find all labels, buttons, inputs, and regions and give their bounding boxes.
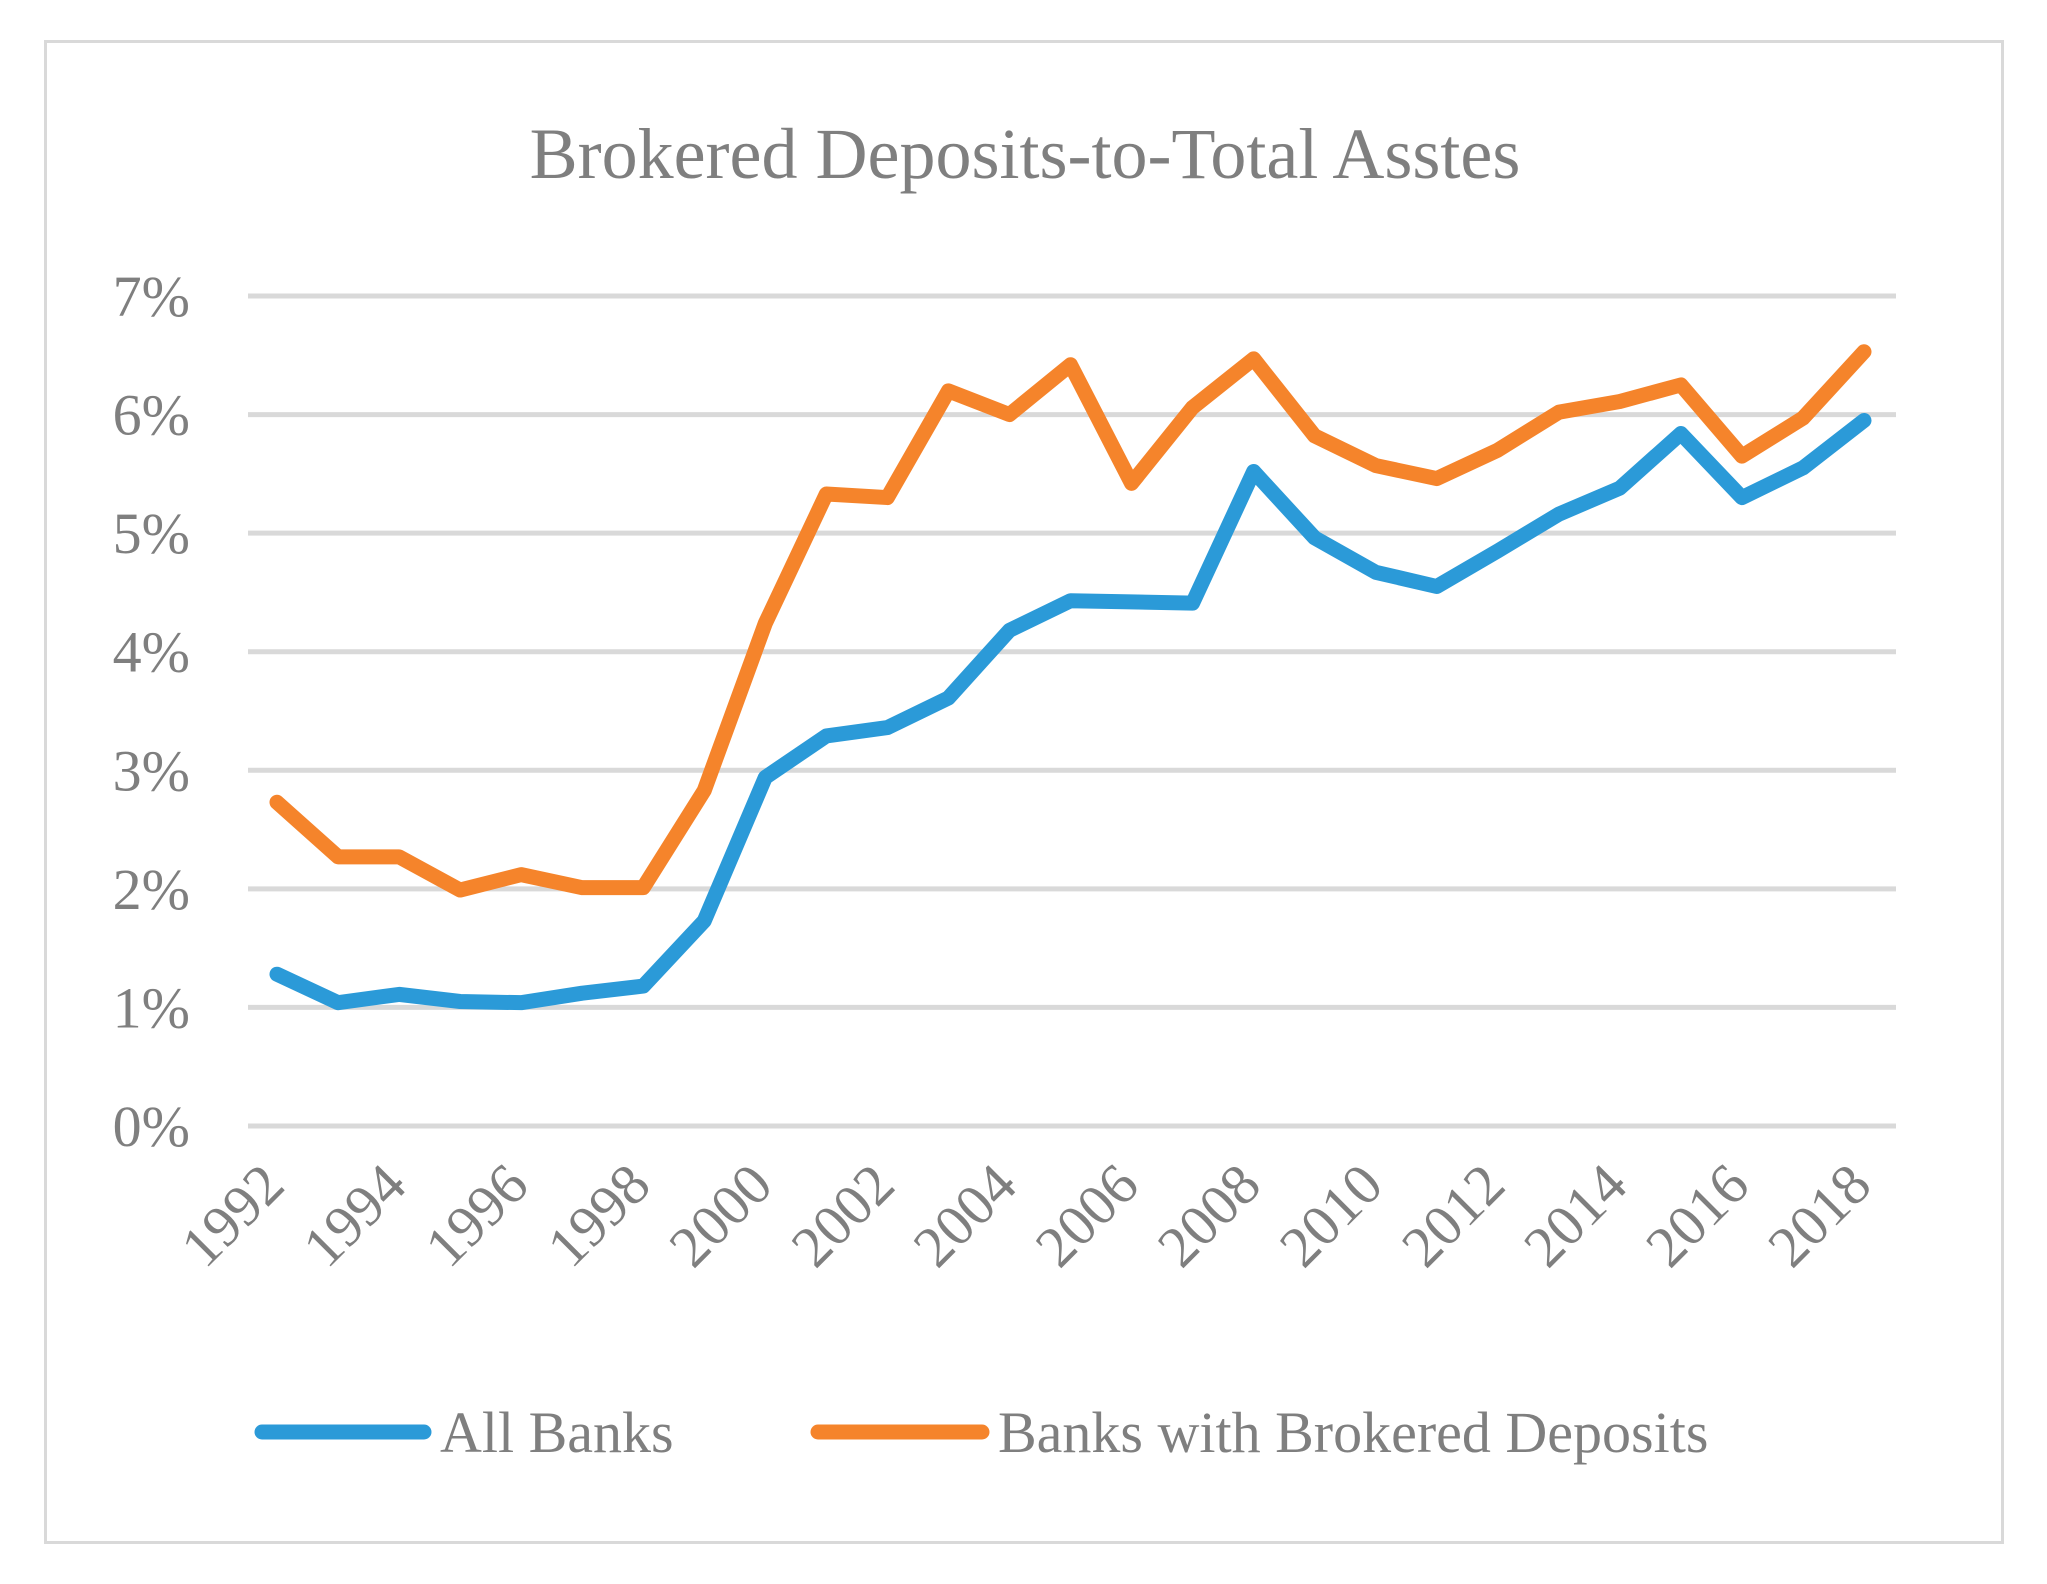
x-tick-label: 1996 — [412, 1151, 540, 1279]
legend-label-banks-with-brokered-deposits: Banks with Brokered Deposits — [998, 1400, 1708, 1465]
series-lines — [269, 344, 1872, 1011]
y-tick-label: 7% — [113, 264, 190, 329]
chart-frame — [44, 40, 2004, 1544]
y-axis-ticks: 0% 1% 2% 3% 4% 5% 6% 7% — [113, 264, 190, 1159]
x-tick-label: 1992 — [168, 1151, 296, 1279]
x-tick-label: 2018 — [1755, 1151, 1883, 1279]
x-tick-label: 2014 — [1511, 1151, 1639, 1279]
x-tick-label: 2012 — [1389, 1151, 1517, 1279]
chart-title: Brokered Deposits-to-Total Asstes — [530, 114, 1521, 194]
legend: All Banks Banks with Brokered Deposits — [254, 1400, 1708, 1465]
y-tick-label: 4% — [113, 620, 190, 685]
y-tick-label: 1% — [113, 975, 190, 1040]
y-tick-label: 5% — [113, 501, 190, 566]
legend-label-all-banks: All Banks — [440, 1400, 674, 1465]
x-tick-label: 2002 — [779, 1151, 907, 1279]
y-tick-label: 0% — [113, 1094, 190, 1159]
x-tick-label: 1994 — [290, 1151, 418, 1279]
x-tick-label: 1998 — [534, 1151, 662, 1279]
x-tick-label: 2010 — [1267, 1151, 1395, 1279]
x-tick-label: 2006 — [1023, 1151, 1151, 1279]
x-axis-ticks: 1992199419961998200020022004200620082010… — [168, 1151, 1883, 1279]
series-line-all-banks — [269, 413, 1872, 1011]
series-line-banks-with-brokered-deposits — [269, 344, 1872, 898]
y-tick-label: 2% — [113, 857, 190, 922]
x-tick-label: 2016 — [1633, 1151, 1761, 1279]
y-tick-label: 6% — [113, 383, 190, 448]
x-tick-label: 2000 — [657, 1151, 785, 1279]
y-tick-label: 3% — [113, 738, 190, 803]
x-tick-label: 2004 — [901, 1151, 1029, 1279]
x-tick-label: 2008 — [1145, 1151, 1273, 1279]
